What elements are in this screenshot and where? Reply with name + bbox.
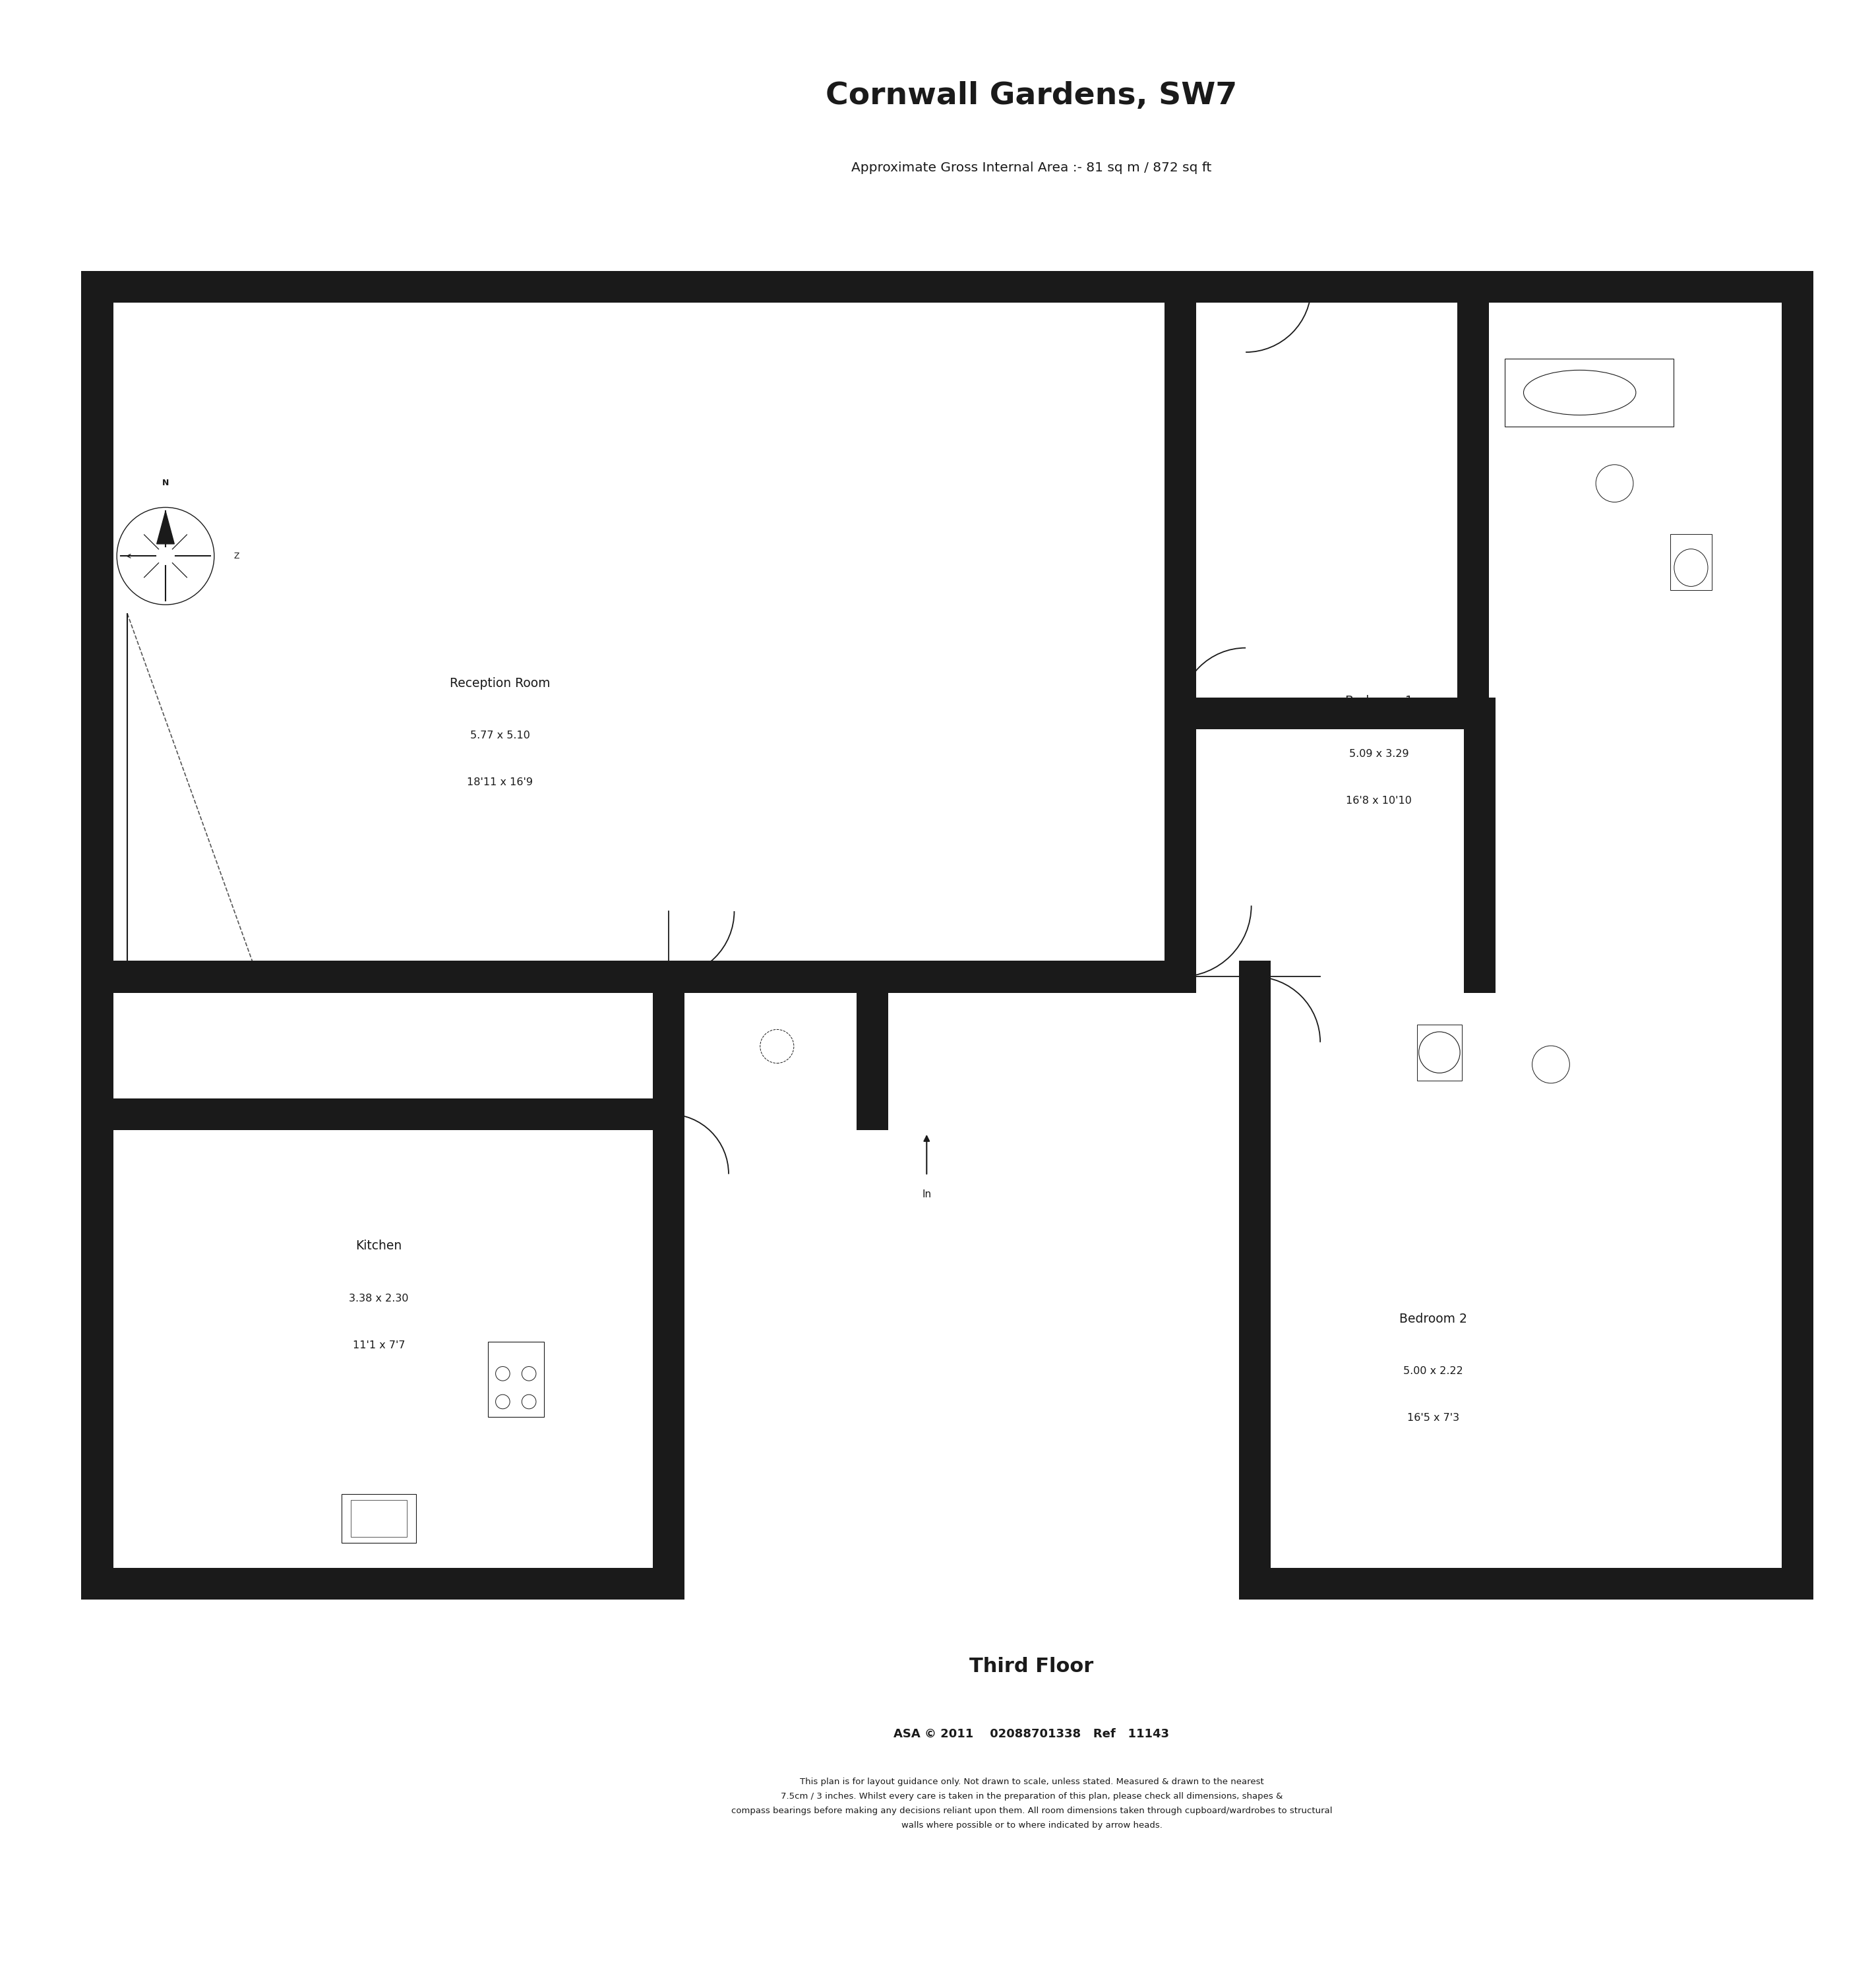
Text: Balcony: Balcony — [99, 775, 111, 815]
Text: 18'11 x 16'9: 18'11 x 16'9 — [467, 777, 533, 787]
Bar — [488, 1341, 544, 1416]
Text: ASA © 2011    02088701338   Ref   11143: ASA © 2011 02088701338 Ref 11143 — [893, 1729, 1169, 1741]
Text: 5.09 x 3.29: 5.09 x 3.29 — [1349, 750, 1409, 760]
Bar — [113, 1098, 685, 1129]
Circle shape — [1418, 1033, 1460, 1072]
Bar — [1505, 358, 1673, 427]
Text: Cornwall Gardens, SW7: Cornwall Gardens, SW7 — [825, 81, 1238, 111]
Bar — [857, 961, 889, 1129]
Bar — [351, 1499, 407, 1537]
Bar — [1238, 1569, 1814, 1600]
Bar — [1670, 534, 1711, 589]
Circle shape — [1533, 1046, 1570, 1084]
Text: In: In — [921, 1189, 930, 1199]
Bar — [1197, 698, 1490, 730]
Text: 11'1 x 7'7: 11'1 x 7'7 — [353, 1341, 405, 1351]
Text: Bedroom 1: Bedroom 1 — [1345, 694, 1413, 708]
Text: Z: Z — [234, 552, 240, 560]
Bar — [113, 961, 1197, 993]
Bar — [1165, 271, 1197, 993]
Text: This plan is for layout guidance only. Not drawn to scale, unless stated. Measur: This plan is for layout guidance only. N… — [732, 1778, 1332, 1830]
Text: Kitchen: Kitchen — [356, 1240, 401, 1252]
Text: 3.38 x 2.30: 3.38 x 2.30 — [349, 1294, 409, 1304]
Text: Reception Room: Reception Room — [450, 676, 550, 690]
Text: N: N — [161, 479, 169, 487]
Text: S: S — [92, 552, 98, 560]
Text: Bedroom 2: Bedroom 2 — [1399, 1313, 1467, 1325]
Polygon shape — [158, 510, 174, 544]
Bar — [81, 1569, 685, 1600]
Bar — [1782, 271, 1814, 1600]
Bar — [1238, 961, 1270, 1600]
Text: 16'8 x 10'10: 16'8 x 10'10 — [1345, 795, 1413, 805]
Bar — [341, 1493, 416, 1543]
Bar — [1463, 698, 1495, 993]
Bar — [81, 271, 113, 1600]
Bar — [1458, 271, 1490, 730]
Text: 5.00 x 2.22: 5.00 x 2.22 — [1403, 1367, 1463, 1377]
Bar — [1416, 1025, 1461, 1080]
Text: Approximate Gross Internal Area :- 81 sq m / 872 sq ft: Approximate Gross Internal Area :- 81 sq… — [852, 162, 1212, 174]
Bar — [81, 271, 1814, 303]
Text: 16'5 x 7'3: 16'5 x 7'3 — [1407, 1412, 1460, 1422]
Text: 5.77 x 5.10: 5.77 x 5.10 — [471, 730, 529, 740]
Text: Third Floor: Third Floor — [970, 1658, 1094, 1675]
Bar — [653, 961, 685, 1600]
Circle shape — [1596, 465, 1634, 502]
